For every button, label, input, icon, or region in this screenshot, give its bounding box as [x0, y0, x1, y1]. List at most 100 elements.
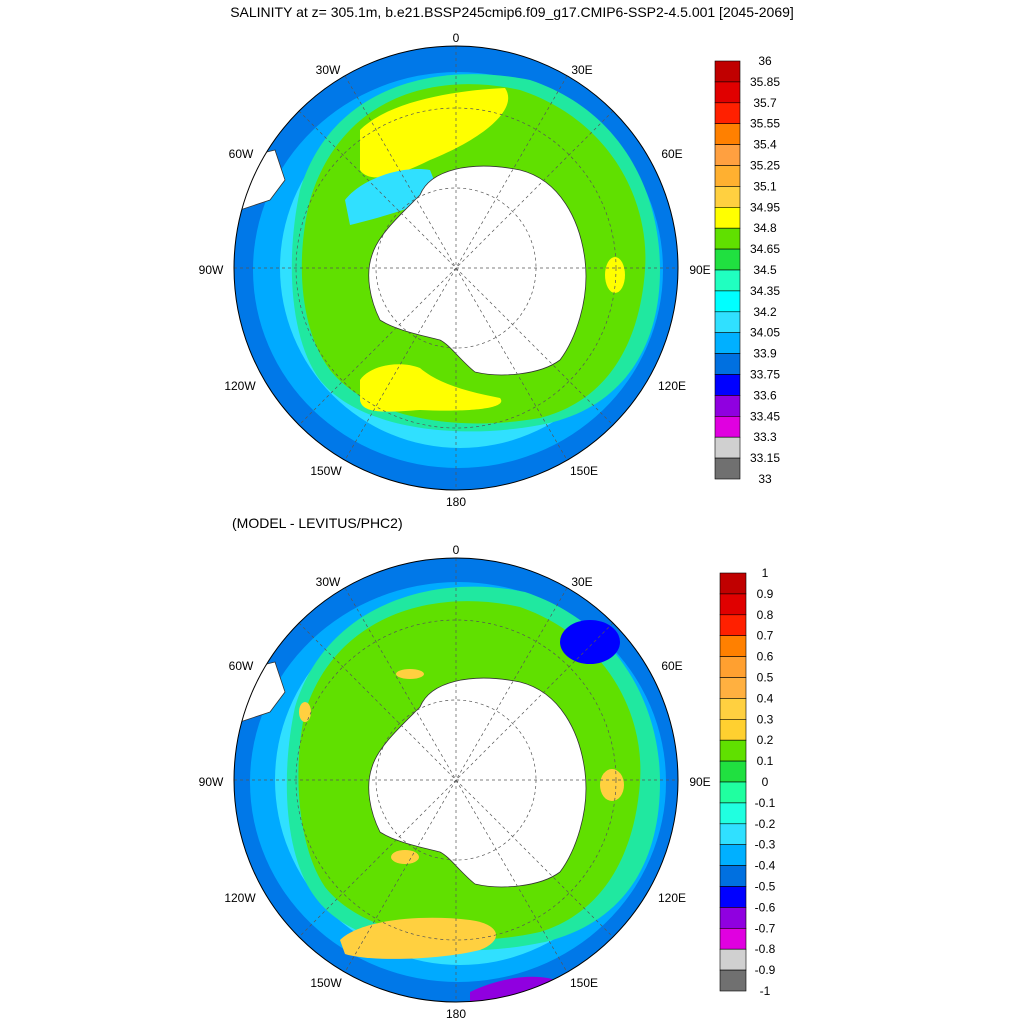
- salinity-colorbar-tick-label: 33: [758, 472, 772, 486]
- map-boundary: [233, 45, 679, 491]
- salinity-colorbar-tick-label: 34.35: [750, 284, 780, 298]
- difference-colorbar-swatch: [719, 614, 747, 637]
- lon-label-120w: 120W: [224, 379, 256, 393]
- lon-label-30w-bottom: 30W: [316, 575, 341, 589]
- difference-colorbar-swatch: [719, 886, 747, 908]
- difference-colorbar-swatch: [719, 844, 747, 866]
- salinity-colorbar-swatch: [714, 207, 741, 229]
- lon-label-30w: 30W: [316, 63, 341, 77]
- difference-colorbar-tick-label: 0.9: [757, 587, 774, 601]
- salinity-colorbar-tick-label: 34.5: [753, 263, 777, 277]
- salinity-colorbar-swatch: [714, 165, 741, 187]
- difference-colorbar-swatch: [719, 719, 747, 741]
- salinity-colorbar-tick-label: 34.2: [753, 305, 777, 319]
- salinity-colorbar-swatch: [714, 374, 741, 396]
- difference-polar-map: [234, 558, 678, 1002]
- salinity-colorbar-swatch: [714, 248, 741, 271]
- difference-colorbar-tick-label: -0.8: [755, 942, 776, 956]
- lon-label-180: 180: [446, 495, 466, 509]
- difference-colorbar-swatch: [719, 948, 747, 971]
- salinity-colorbar-swatch: [714, 332, 741, 354]
- salinity-colorbar-tick-label: 35.7: [753, 96, 777, 110]
- lon-label-90w: 90W: [199, 263, 224, 277]
- lon-label-90e-bottom: 90E: [689, 775, 710, 789]
- salinity-colorbar-tick-label: 33.45: [750, 409, 780, 423]
- difference-colorbar-swatch: [719, 781, 747, 804]
- salinity-colorbar-swatch: [714, 353, 741, 375]
- salinity-colorbar-swatch: [714, 186, 741, 208]
- salinity-colorbar-tick-label: 34.05: [750, 326, 780, 340]
- difference-colorbar-tick-label: 0: [762, 775, 769, 789]
- difference-colorbar-tick-label: 0.2: [757, 733, 774, 747]
- difference-colorbar-swatch: [719, 677, 747, 699]
- salinity-colorbar-tick-label: 34.95: [750, 200, 780, 214]
- lon-label-150w: 150W: [310, 464, 342, 478]
- salinity-colorbar-swatch: [714, 227, 741, 250]
- difference-colorbar-tick-label: 0.8: [757, 608, 774, 622]
- lon-label-120e: 120E: [658, 379, 686, 393]
- diff-positive-ross: [391, 850, 419, 864]
- lon-label-120e-bottom: 120E: [658, 891, 686, 905]
- lon-label-120w-bottom: 120W: [224, 891, 256, 905]
- lon-label-60e-bottom: 60E: [661, 659, 682, 673]
- shelf-weddell: [345, 169, 440, 225]
- difference-colorbar-tick-label: 0.5: [757, 671, 774, 685]
- lon-label-60w-bottom: 60W: [229, 659, 254, 673]
- salinity-colorbar-tick-label: 33.75: [750, 368, 780, 382]
- salinity-colorbar-swatch: [714, 457, 741, 480]
- difference-colorbar-tick-label: 1: [762, 566, 769, 580]
- antarctica-landmass-bottom: [368, 677, 587, 888]
- lon-label-60e: 60E: [661, 147, 682, 161]
- salinity-colorbar-tick-label: 35.4: [753, 138, 777, 152]
- difference-colorbar-tick-label: 0.3: [757, 712, 774, 726]
- difference-colorbar-tick-label: 0.6: [757, 650, 774, 664]
- difference-colorbar-swatch: [719, 802, 747, 825]
- diff-positive-kerguelen: [600, 769, 624, 801]
- difference-colorbar-swatch: [719, 593, 747, 616]
- graticule-lines-bottom: [234, 558, 678, 1002]
- difference-colorbar-tick-label: -0.3: [755, 838, 776, 852]
- salinity-colorbar: 36 35.85 35.7 35.55 35.4 35.25 35.1 34.95 34.8 34…: [714, 54, 780, 486]
- graticule-lines: [234, 46, 678, 490]
- difference-colorbar-swatch: [719, 823, 747, 845]
- difference-colorbar-tick-label: 0.4: [757, 691, 774, 705]
- lon-label-150w-bottom: 150W: [310, 976, 342, 990]
- salinity-colorbar-swatch: [714, 436, 741, 459]
- lon-label-30e: 30E: [571, 63, 592, 77]
- salinity-colorbar-swatch: [714, 415, 741, 438]
- difference-colorbar-tick-label: -0.7: [755, 921, 776, 935]
- difference-subtitle: (MODEL - LEVITUS/PHC2): [232, 515, 403, 531]
- difference-colorbar-tick-label: -0.6: [755, 900, 776, 914]
- diff-positive-drake: [299, 702, 311, 722]
- difference-colorbar-tick-label: -0.4: [755, 859, 776, 873]
- difference-colorbar-tick-label: -0.5: [755, 880, 776, 894]
- salinity-colorbar-tick-label: 33.15: [750, 451, 780, 465]
- difference-map-panel: 0 30E 60E 90E 120E 150E 180 150W 120W 90…: [199, 543, 776, 1021]
- salinity-colorbar-tick-label: 34.65: [750, 242, 780, 256]
- salinity-colorbar-tick-label: 35.55: [750, 117, 780, 131]
- difference-colorbar-tick-label: -0.9: [755, 963, 776, 977]
- salinity-colorbar-swatch: [714, 102, 741, 125]
- difference-colorbar-tick-label: 0.7: [757, 629, 774, 643]
- diff-negative-indian: [560, 620, 620, 664]
- difference-colorbar-swatch: [719, 572, 747, 595]
- diff-positive-weddell: [396, 669, 424, 679]
- salinity-colorbar-swatch: [714, 123, 741, 145]
- difference-colorbar-swatch: [719, 656, 747, 678]
- lon-label-150e-bottom: 150E: [570, 976, 598, 990]
- lon-label-30e-bottom: 30E: [571, 575, 592, 589]
- salinity-map-panel: 0 30E 60E 90E 120E 150E 180 150W 120W 90…: [199, 31, 781, 509]
- lon-label-0: 0: [453, 31, 460, 45]
- lon-label-60w: 60W: [229, 147, 254, 161]
- antarctica-landmass: [368, 165, 587, 376]
- difference-colorbar-swatch: [719, 907, 747, 929]
- salinity-polar-map: [234, 46, 678, 490]
- diff-positive-pacific: [340, 917, 497, 959]
- lon-label-90w-bottom: 90W: [199, 775, 224, 789]
- difference-colorbar-swatch: [719, 698, 747, 720]
- salinity-max-kerguelen: [605, 257, 625, 293]
- difference-colorbar-swatch: [719, 635, 747, 657]
- salinity-colorbar-tick-label: 35.25: [750, 159, 780, 173]
- difference-colorbar-swatch: [719, 865, 747, 887]
- map-boundary-bottom: [233, 557, 679, 1003]
